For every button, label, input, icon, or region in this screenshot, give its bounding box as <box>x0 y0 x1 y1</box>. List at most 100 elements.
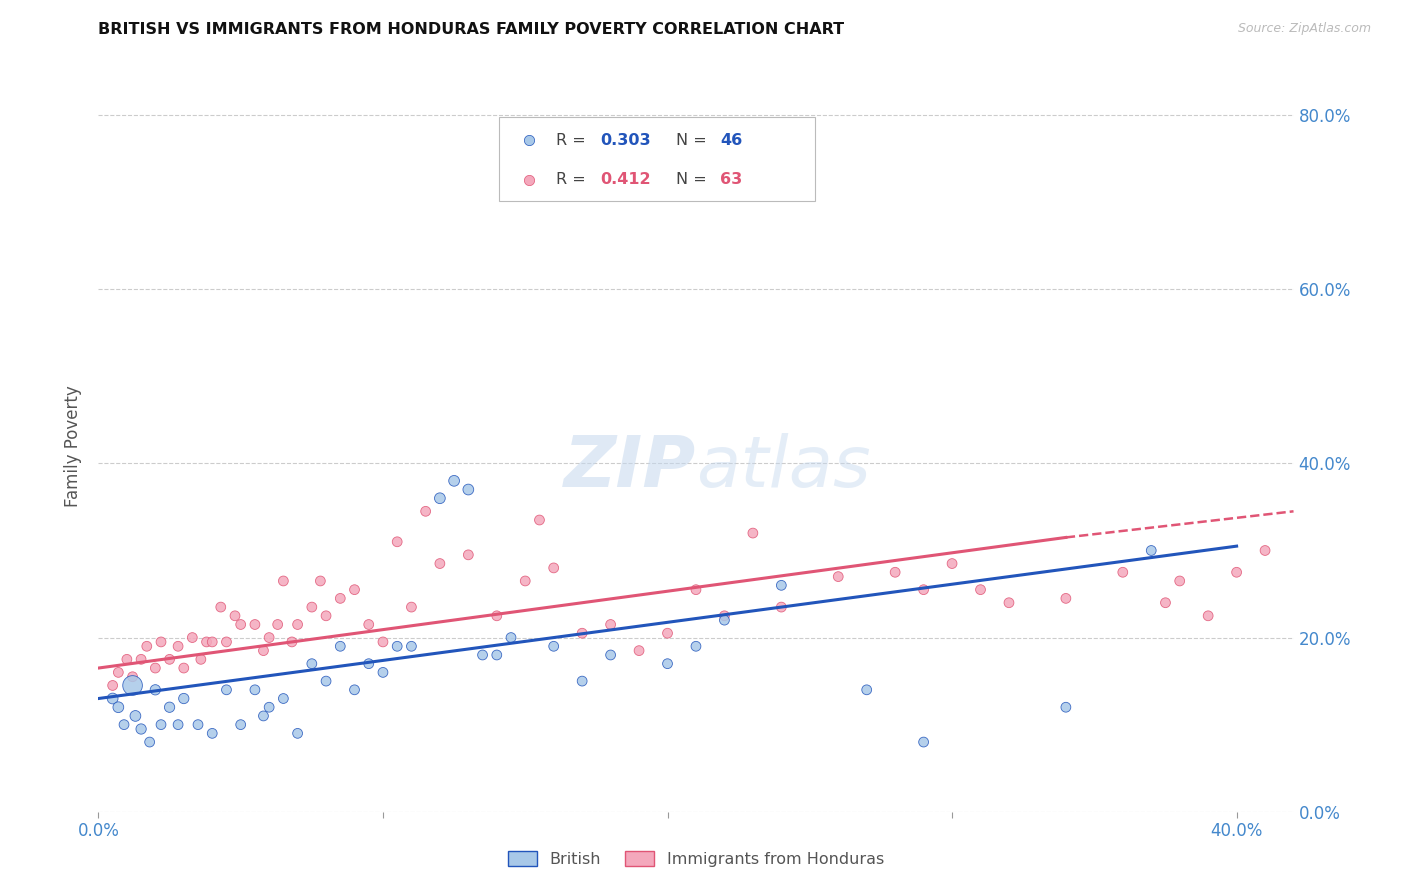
Point <box>201 726 224 740</box>
Point <box>143 682 166 697</box>
Point <box>243 682 266 697</box>
Point <box>571 626 593 640</box>
Point <box>287 726 309 740</box>
Point <box>243 617 266 632</box>
Point <box>173 691 195 706</box>
Point <box>657 657 679 671</box>
Point <box>121 670 143 684</box>
Point <box>167 640 190 654</box>
Point <box>371 665 394 680</box>
Point <box>401 640 423 654</box>
Legend: British, Immigrants from Honduras: British, Immigrants from Honduras <box>502 845 890 873</box>
Text: N =: N = <box>676 133 711 148</box>
Point <box>385 640 409 654</box>
Point <box>273 691 295 706</box>
Text: N =: N = <box>676 172 711 187</box>
Point <box>215 635 238 649</box>
Point <box>1226 566 1249 580</box>
Point <box>357 617 380 632</box>
Point <box>529 513 551 527</box>
Point <box>343 582 366 597</box>
Point <box>713 613 735 627</box>
Point <box>1054 700 1077 714</box>
Point <box>257 631 280 645</box>
Point <box>912 735 935 749</box>
Point <box>215 682 238 697</box>
Point <box>267 617 290 632</box>
Point <box>115 652 138 666</box>
Point <box>343 682 366 697</box>
Point <box>281 635 304 649</box>
Point <box>969 582 991 597</box>
Point <box>124 709 146 723</box>
Y-axis label: Family Poverty: Family Poverty <box>65 385 83 507</box>
Point <box>1168 574 1191 588</box>
Point <box>371 635 394 649</box>
Point <box>301 600 323 615</box>
Point <box>912 582 935 597</box>
Text: R =: R = <box>557 172 591 187</box>
Point <box>499 631 522 645</box>
Point <box>515 574 537 588</box>
Point <box>443 474 465 488</box>
Point <box>1154 596 1177 610</box>
Point <box>150 635 173 649</box>
Point <box>150 717 173 731</box>
Point <box>1112 566 1135 580</box>
Point <box>190 652 212 666</box>
Point <box>129 652 152 666</box>
Text: Source: ZipAtlas.com: Source: ZipAtlas.com <box>1237 22 1371 36</box>
Point <box>195 635 218 649</box>
Point <box>471 648 494 662</box>
Point <box>543 640 565 654</box>
Point <box>257 700 280 714</box>
Point <box>401 600 423 615</box>
Point <box>301 657 323 671</box>
Point <box>173 661 195 675</box>
Point <box>187 717 209 731</box>
Point <box>1254 543 1277 558</box>
Point <box>224 608 246 623</box>
Point <box>135 640 157 654</box>
Point <box>827 569 849 583</box>
Point <box>457 483 479 497</box>
Point <box>107 665 129 680</box>
Point <box>1140 543 1163 558</box>
Point <box>385 534 409 549</box>
Point <box>309 574 332 588</box>
Point <box>415 504 437 518</box>
Text: 63: 63 <box>720 172 742 187</box>
Point <box>112 717 135 731</box>
Point <box>1112 5 1135 20</box>
Point <box>329 591 352 606</box>
Point <box>159 700 181 714</box>
Point <box>429 491 451 506</box>
FancyBboxPatch shape <box>499 117 815 201</box>
Point <box>628 643 651 657</box>
Point <box>599 648 621 662</box>
Point <box>181 631 204 645</box>
Point <box>713 608 735 623</box>
Text: BRITISH VS IMMIGRANTS FROM HONDURAS FAMILY POVERTY CORRELATION CHART: BRITISH VS IMMIGRANTS FROM HONDURAS FAMI… <box>98 22 845 37</box>
Point <box>252 709 274 723</box>
Point <box>229 617 252 632</box>
Point <box>855 682 877 697</box>
Point <box>273 574 295 588</box>
Point <box>129 722 152 736</box>
Point <box>485 608 508 623</box>
Point <box>543 561 565 575</box>
Point <box>1197 608 1219 623</box>
Text: 0.303: 0.303 <box>600 133 651 148</box>
Point <box>107 700 129 714</box>
Point <box>201 635 224 649</box>
Point <box>287 617 309 632</box>
Point <box>121 678 143 692</box>
Text: 46: 46 <box>720 133 742 148</box>
Point <box>1054 591 1077 606</box>
Point <box>159 652 181 666</box>
Text: R =: R = <box>557 133 591 148</box>
Point <box>357 657 380 671</box>
Point <box>209 600 232 615</box>
Point <box>143 661 166 675</box>
Point <box>685 640 707 654</box>
